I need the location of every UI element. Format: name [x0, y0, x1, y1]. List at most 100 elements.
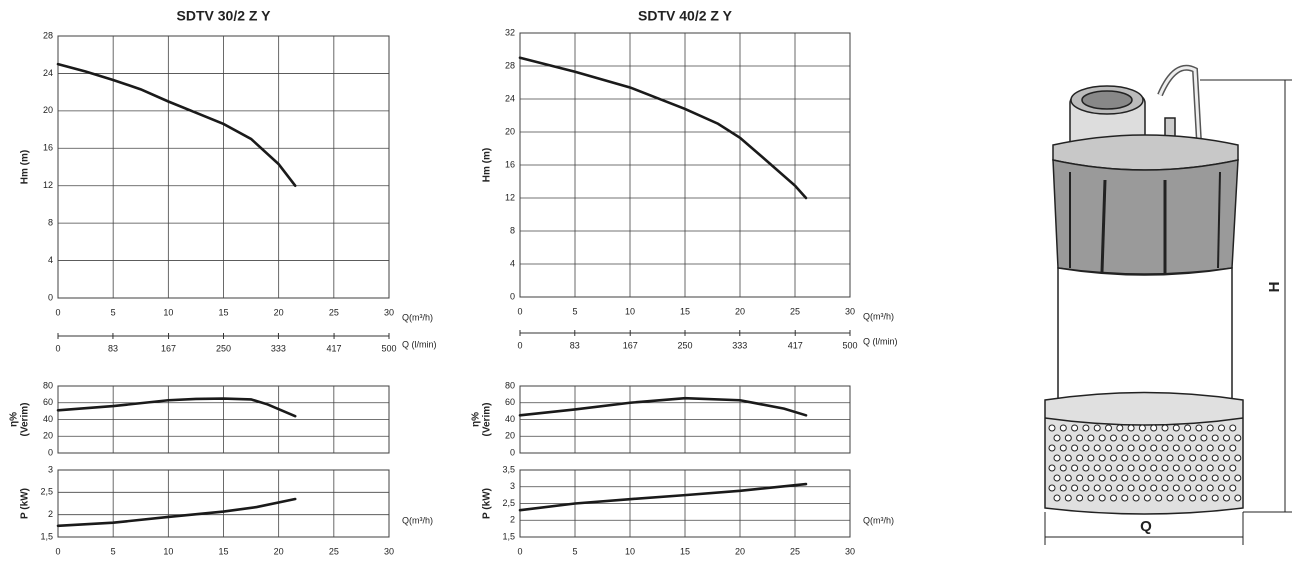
- y-tick-label: 0: [510, 291, 515, 301]
- screen-hole: [1218, 464, 1225, 472]
- screen-hole: [1048, 464, 1056, 472]
- y-tick-label: 24: [505, 93, 515, 103]
- screen-hole: [1177, 474, 1185, 482]
- screen-hole: [1172, 424, 1180, 432]
- x-tick-label: 25: [329, 546, 339, 556]
- screen-hole: [1110, 454, 1117, 462]
- screen-hole: [1143, 454, 1151, 462]
- screen-hole: [1150, 424, 1158, 432]
- screen-hole: [1143, 474, 1151, 482]
- y-tick-label: 60: [505, 397, 515, 407]
- x-tick-label: 20: [735, 546, 745, 556]
- y-tick-label: 4: [48, 255, 53, 265]
- screen-hole: [1138, 464, 1146, 472]
- y-tick-label: 12: [43, 180, 53, 190]
- screen-hole: [1143, 494, 1151, 502]
- x2-tick-label: 83: [108, 343, 118, 353]
- screen-hole: [1223, 434, 1230, 442]
- x2-axis-label: Q (l/min): [402, 339, 437, 349]
- screen-hole: [1223, 474, 1230, 482]
- y-tick-label: 20: [505, 431, 515, 441]
- screen-hole: [1127, 484, 1135, 492]
- screen-hole: [1150, 484, 1158, 492]
- screen-hole: [1150, 444, 1158, 452]
- screen-hole: [1206, 464, 1214, 472]
- screen-hole: [1200, 454, 1208, 462]
- screen-hole: [1064, 474, 1072, 482]
- y-tick-label: 40: [505, 414, 515, 424]
- screen-hole: [1211, 454, 1219, 462]
- y-tick-label: 32: [505, 27, 515, 37]
- screen-hole: [1098, 474, 1106, 482]
- screen-hole: [1189, 474, 1197, 482]
- screen-hole: [1161, 484, 1169, 492]
- x-tick-label: 20: [274, 307, 284, 317]
- y-tick-label: 3: [510, 481, 515, 491]
- curve: [56, 497, 297, 528]
- x2-tick-label: 167: [623, 340, 638, 350]
- screen-hole: [1093, 444, 1101, 452]
- y-axis-label: Hm (m): [20, 150, 31, 184]
- screen-hole: [1189, 494, 1197, 502]
- screen-hole: [1121, 494, 1129, 502]
- x2-tick-label: 0: [55, 343, 60, 353]
- y-tick-label: 20: [43, 431, 53, 441]
- y-axis-label: (Verim): [482, 403, 493, 437]
- screen-hole: [1048, 424, 1056, 432]
- x-tick-label: 30: [384, 546, 394, 556]
- height-label: H: [1266, 282, 1283, 293]
- screen-hole: [1127, 424, 1135, 432]
- screen-hole: [1121, 434, 1129, 442]
- screen-hole: [1172, 444, 1180, 452]
- screen-hole: [1093, 424, 1101, 432]
- curve: [56, 397, 297, 418]
- screen-hole: [1218, 484, 1225, 492]
- screen-hole: [1195, 484, 1203, 492]
- screen-hole: [1132, 494, 1140, 502]
- screen-hole: [1166, 474, 1174, 482]
- screen-hole: [1059, 464, 1067, 472]
- x2-tick-label: 500: [842, 340, 857, 350]
- screen-hole: [1150, 464, 1158, 472]
- screen-hole: [1064, 454, 1072, 462]
- x-tick-label: 30: [845, 306, 855, 316]
- screen-hole: [1211, 474, 1219, 482]
- y-tick-label: 16: [505, 159, 515, 169]
- screen-hole: [1206, 444, 1214, 452]
- x-tick-label: 5: [572, 546, 577, 556]
- x2-tick-label: 167: [161, 343, 176, 353]
- x-tick-label: 10: [625, 546, 635, 556]
- screen-hole: [1138, 424, 1146, 432]
- screen-hole: [1053, 494, 1061, 502]
- x-tick-label: 25: [790, 546, 800, 556]
- screen-hole: [1234, 454, 1242, 462]
- y-tick-label: 2: [48, 509, 53, 519]
- screen-hole: [1211, 494, 1219, 502]
- screen-hole: [1116, 464, 1124, 472]
- screen-hole: [1223, 454, 1230, 462]
- x2-tick-label: 417: [327, 343, 342, 353]
- screen-hole: [1076, 434, 1084, 442]
- x-tick-label: 30: [845, 546, 855, 556]
- screen-hole: [1093, 464, 1101, 472]
- y-tick-label: 0: [48, 292, 53, 302]
- screen-hole: [1087, 454, 1095, 462]
- y-axis-label: η%: [471, 412, 482, 427]
- screen-hole: [1166, 454, 1174, 462]
- screen-hole: [1087, 494, 1095, 502]
- screen-hole: [1161, 444, 1169, 452]
- screen-hole: [1127, 444, 1135, 452]
- x2-tick-label: 250: [677, 340, 692, 350]
- x-tick-label: 25: [329, 307, 339, 317]
- x-tick-label: 20: [274, 546, 284, 556]
- screen-hole: [1071, 444, 1079, 452]
- screen-hole: [1155, 434, 1163, 442]
- screen-hole: [1172, 484, 1180, 492]
- screen-hole: [1195, 444, 1203, 452]
- screen-hole: [1211, 434, 1219, 442]
- screen-hole: [1098, 454, 1106, 462]
- y-axis-label: η%: [9, 412, 20, 427]
- screen-hole: [1155, 454, 1163, 462]
- y-tick-label: 2,5: [502, 498, 515, 508]
- screen-hole: [1110, 434, 1117, 442]
